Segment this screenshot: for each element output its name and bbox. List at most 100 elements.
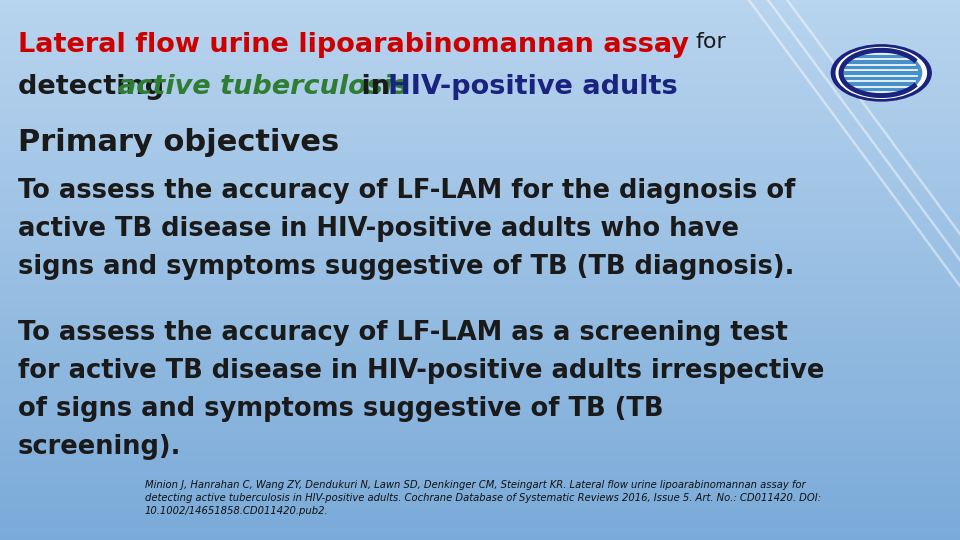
Bar bbox=[0, 86, 960, 89]
Bar bbox=[0, 32, 960, 35]
Bar bbox=[0, 270, 960, 273]
Bar bbox=[0, 354, 960, 356]
Bar bbox=[0, 181, 960, 184]
Bar bbox=[0, 240, 960, 243]
Circle shape bbox=[836, 48, 926, 98]
Bar bbox=[0, 521, 960, 524]
Text: screening).: screening). bbox=[18, 434, 181, 460]
Bar bbox=[0, 81, 960, 84]
Bar bbox=[0, 100, 960, 103]
Bar bbox=[0, 216, 960, 219]
Bar bbox=[0, 46, 960, 49]
Bar bbox=[0, 213, 960, 216]
Bar bbox=[0, 246, 960, 248]
Bar bbox=[0, 313, 960, 316]
Bar bbox=[0, 378, 960, 381]
Text: active TB disease in HIV-positive adults who have: active TB disease in HIV-positive adults… bbox=[18, 216, 739, 242]
Bar bbox=[0, 49, 960, 51]
Circle shape bbox=[841, 50, 922, 96]
Bar bbox=[0, 162, 960, 165]
Bar bbox=[0, 151, 960, 154]
Text: of signs and symptoms suggestive of TB (TB: of signs and symptoms suggestive of TB (… bbox=[18, 396, 663, 422]
Bar bbox=[0, 51, 960, 54]
Bar bbox=[0, 413, 960, 416]
Bar bbox=[0, 132, 960, 135]
Bar bbox=[0, 489, 960, 491]
Bar bbox=[0, 362, 960, 364]
Bar bbox=[0, 70, 960, 73]
Bar bbox=[0, 472, 960, 475]
Bar bbox=[0, 510, 960, 513]
Bar bbox=[0, 526, 960, 529]
Bar bbox=[0, 464, 960, 467]
Text: Primary objectives: Primary objectives bbox=[18, 128, 339, 157]
Bar bbox=[0, 429, 960, 432]
Bar bbox=[0, 284, 960, 286]
Bar bbox=[0, 170, 960, 173]
Bar bbox=[0, 205, 960, 208]
Bar bbox=[0, 68, 960, 70]
Bar bbox=[0, 491, 960, 494]
Bar bbox=[0, 154, 960, 157]
Bar bbox=[0, 394, 960, 397]
Bar bbox=[0, 316, 960, 319]
Bar bbox=[0, 537, 960, 540]
Bar bbox=[0, 410, 960, 413]
Bar bbox=[0, 167, 960, 170]
Bar bbox=[0, 481, 960, 483]
Bar bbox=[0, 346, 960, 348]
Bar bbox=[0, 165, 960, 167]
Bar bbox=[0, 516, 960, 518]
Bar bbox=[0, 138, 960, 140]
Bar bbox=[0, 470, 960, 472]
Bar bbox=[0, 189, 960, 192]
Bar bbox=[0, 518, 960, 521]
Bar bbox=[0, 421, 960, 424]
Bar bbox=[0, 159, 960, 162]
Bar bbox=[0, 227, 960, 229]
Bar bbox=[0, 375, 960, 378]
Bar bbox=[0, 94, 960, 97]
Bar bbox=[0, 230, 960, 232]
Bar bbox=[0, 532, 960, 535]
Bar bbox=[0, 292, 960, 294]
Bar bbox=[0, 157, 960, 159]
Bar bbox=[0, 351, 960, 354]
Bar bbox=[0, 321, 960, 324]
Bar bbox=[0, 130, 960, 132]
Bar bbox=[0, 127, 960, 130]
Text: detecting: detecting bbox=[18, 74, 174, 100]
Bar bbox=[0, 529, 960, 532]
Bar bbox=[0, 262, 960, 265]
Bar bbox=[0, 359, 960, 362]
Bar bbox=[0, 340, 960, 343]
Bar bbox=[0, 192, 960, 194]
Bar bbox=[0, 122, 960, 124]
Bar bbox=[0, 462, 960, 464]
Bar bbox=[0, 454, 960, 456]
Bar bbox=[0, 373, 960, 375]
Bar bbox=[0, 338, 960, 340]
Bar bbox=[0, 103, 960, 105]
Bar bbox=[0, 8, 960, 11]
Bar bbox=[0, 319, 960, 321]
Text: active tuberculosis: active tuberculosis bbox=[118, 74, 408, 100]
Bar bbox=[0, 524, 960, 526]
Bar bbox=[0, 502, 960, 505]
Bar bbox=[0, 332, 960, 335]
Bar bbox=[0, 5, 960, 8]
Bar bbox=[0, 513, 960, 516]
Bar bbox=[0, 116, 960, 119]
Bar bbox=[0, 294, 960, 297]
Bar bbox=[0, 78, 960, 81]
Bar bbox=[0, 24, 960, 27]
Bar bbox=[0, 173, 960, 176]
Bar bbox=[0, 343, 960, 346]
Bar bbox=[0, 73, 960, 76]
Bar bbox=[0, 178, 960, 181]
Bar bbox=[0, 22, 960, 24]
Bar bbox=[0, 424, 960, 427]
Bar bbox=[0, 467, 960, 470]
Bar bbox=[0, 224, 960, 227]
Bar bbox=[0, 200, 960, 202]
